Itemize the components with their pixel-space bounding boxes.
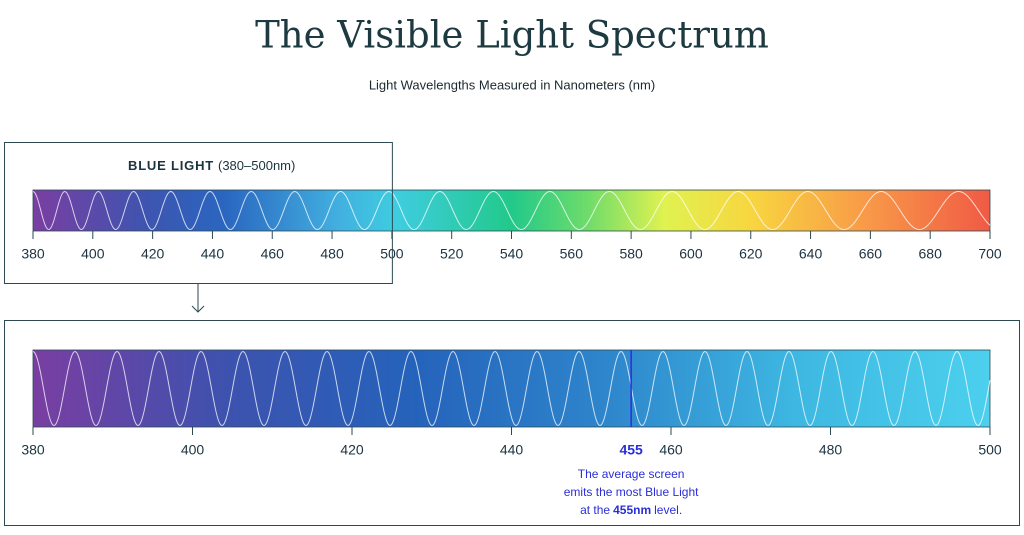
x-tick-label: 400 xyxy=(181,442,205,458)
detail-frame xyxy=(4,320,1020,526)
spectrum-bar xyxy=(32,189,991,232)
x-tick-label: 600 xyxy=(679,246,703,262)
x-tick-label: 400 xyxy=(81,246,105,262)
x-tick-label: 380 xyxy=(21,246,45,262)
x-tick-label: 560 xyxy=(560,246,584,262)
annotation: at the 455nm level. xyxy=(580,503,682,517)
annotation: emits the most Blue Light xyxy=(564,485,699,499)
arrow-head xyxy=(191,305,205,313)
x-tick-label: 520 xyxy=(440,246,464,262)
x-tick-label: 460 xyxy=(261,246,285,262)
x-tick-label: 500 xyxy=(978,442,1002,458)
subtitle: Light Wavelengths Measured in Nanometers… xyxy=(369,77,655,92)
wave xyxy=(32,350,991,427)
annotation-part: at the xyxy=(580,503,610,517)
x-tick-label: 440 xyxy=(500,442,524,458)
x-tick-label: 680 xyxy=(919,246,943,262)
annotation: The average screen xyxy=(578,467,685,481)
wave xyxy=(32,190,991,231)
x-tick-label: 620 xyxy=(739,246,763,262)
annotation-part: level. xyxy=(654,503,682,517)
x-tick-label: 460 xyxy=(659,442,683,458)
highlight-label: BLUE LIGHT (380–500nm) xyxy=(128,158,295,173)
x-tick-label: 700 xyxy=(978,246,1002,262)
annotation-part: 455nm xyxy=(613,503,651,517)
x-tick-label: 480 xyxy=(320,246,344,262)
x-tick-label: 440 xyxy=(201,246,225,262)
x-tick-label: 420 xyxy=(141,246,165,262)
x-tick-label: 540 xyxy=(500,246,524,262)
x-tick-label: 480 xyxy=(819,442,843,458)
x-tick-label: 580 xyxy=(619,246,643,262)
x-tick-label: 660 xyxy=(859,246,883,262)
highlight-box xyxy=(4,142,393,284)
spectrum-bar xyxy=(32,349,991,428)
x-tick-label: 640 xyxy=(799,246,823,262)
marker-label: 455 xyxy=(619,442,643,458)
title: The Visible Light Spectrum xyxy=(255,14,769,57)
x-tick-label: 380 xyxy=(21,442,45,458)
highlight-range: (380–500nm) xyxy=(218,158,295,173)
highlight-title: BLUE LIGHT xyxy=(128,158,214,173)
x-tick-label: 420 xyxy=(340,442,364,458)
